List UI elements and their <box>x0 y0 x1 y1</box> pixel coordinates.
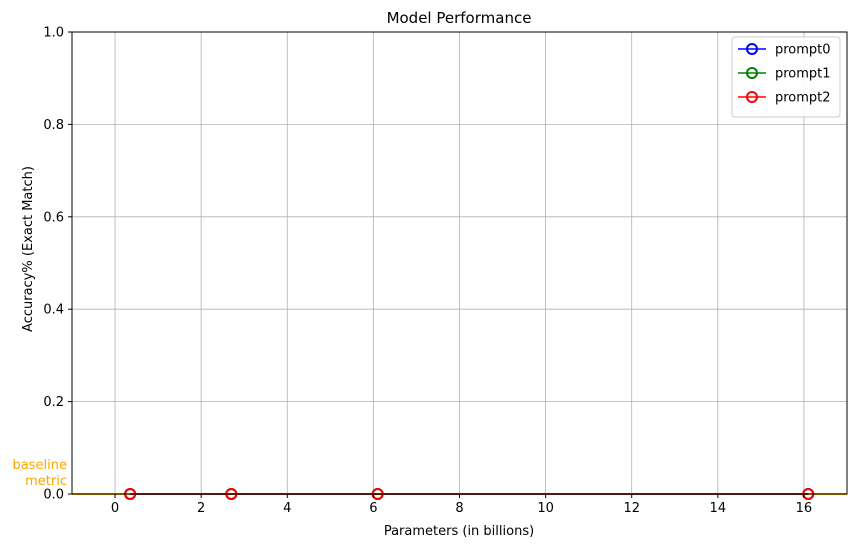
x-axis-label: Parameters (in billions) <box>384 524 534 539</box>
baseline-label-line2: metric <box>25 474 67 489</box>
x-tick-label: 4 <box>283 501 291 516</box>
y-tick-label: 0.4 <box>43 303 64 318</box>
x-tick-label: 0 <box>111 501 119 516</box>
legend-marker-prompt1 <box>746 67 758 79</box>
legend-label-prompt0: prompt0 <box>775 43 831 58</box>
legend-marker-prompt0 <box>746 43 758 55</box>
x-tick-label: 2 <box>197 501 205 516</box>
legend-label-prompt1: prompt1 <box>775 67 831 82</box>
legend: prompt0 prompt1 prompt2 <box>731 36 841 118</box>
x-tick-label: 16 <box>796 501 813 516</box>
x-tick-label: 10 <box>537 501 554 516</box>
legend-marker-prompt2 <box>746 91 758 103</box>
y-ticks: 0.0 0.2 0.4 0.6 0.8 1.0 <box>43 26 72 503</box>
x-tick-label: 6 <box>369 501 377 516</box>
y-tick-label: 0.6 <box>43 210 64 225</box>
x-tick-label: 8 <box>455 501 463 516</box>
y-axis-label: Accuracy% (Exact Match) <box>21 166 36 332</box>
grid <box>72 31 847 495</box>
y-tick-label: 1.0 <box>43 26 64 41</box>
y-tick-label: 0.0 <box>43 488 64 503</box>
y-tick-label: 0.8 <box>43 118 64 133</box>
y-tick-label: 0.2 <box>43 395 64 410</box>
chart-title: Model Performance <box>387 9 532 27</box>
x-ticks: 0 2 4 6 8 10 12 14 16 <box>111 494 812 516</box>
legend-label-prompt2: prompt2 <box>775 91 831 106</box>
x-tick-label: 12 <box>623 501 640 516</box>
x-tick-label: 14 <box>710 501 727 516</box>
baseline-label-line1: baseline <box>13 458 67 473</box>
